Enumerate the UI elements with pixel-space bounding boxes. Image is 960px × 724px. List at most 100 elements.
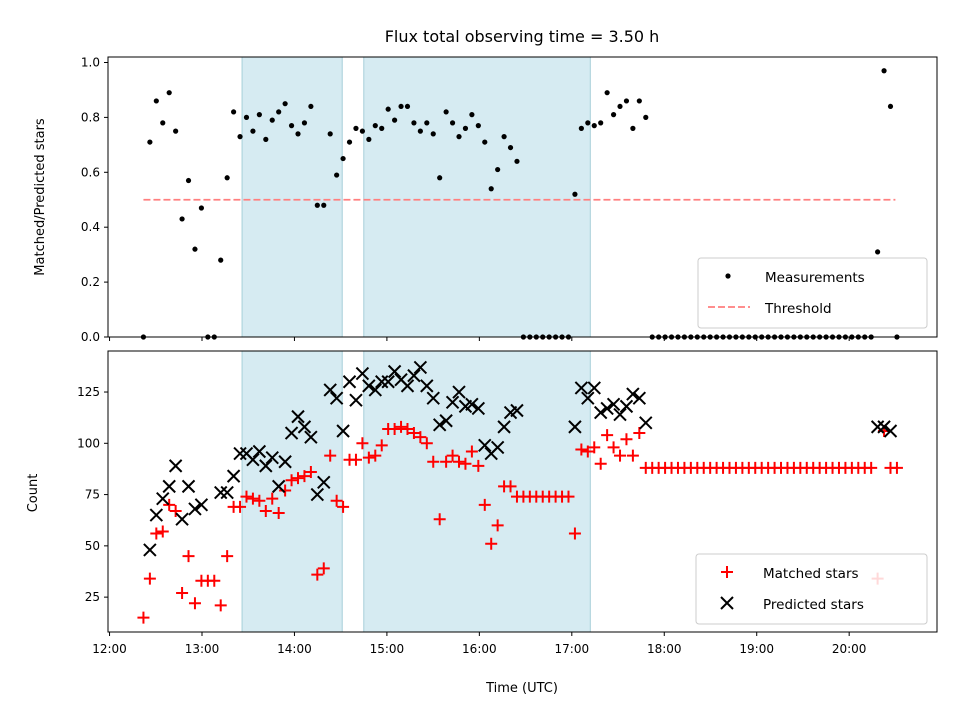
predicted-star-point bbox=[420, 379, 434, 393]
matched-star-point bbox=[150, 527, 163, 540]
matched-star-point bbox=[330, 494, 343, 507]
observing-interval-band bbox=[241, 56, 343, 338]
measurement-point bbox=[514, 158, 520, 164]
matched-star-point bbox=[485, 537, 498, 550]
predicted-star-point bbox=[252, 444, 267, 459]
predicted-star-point bbox=[387, 364, 402, 379]
x-tick-label: 17:00 bbox=[555, 642, 590, 656]
matched-star-point bbox=[472, 459, 485, 472]
legend-predicted-marker bbox=[720, 596, 734, 610]
x-tick-label: 15:00 bbox=[370, 642, 405, 656]
measurement-point bbox=[636, 98, 642, 104]
measurement-point bbox=[327, 131, 333, 137]
measurement-point bbox=[334, 172, 340, 178]
predicted-star-point bbox=[375, 375, 389, 389]
predicted-star-point bbox=[323, 383, 337, 397]
matched-star-point bbox=[581, 445, 594, 458]
predicted-star-point bbox=[490, 440, 505, 455]
measurement-point bbox=[630, 125, 636, 131]
x-tick-label: 20:00 bbox=[832, 642, 867, 656]
measurement-point bbox=[224, 175, 230, 181]
measurement-point bbox=[411, 120, 417, 126]
predicted-star-point bbox=[870, 420, 885, 434]
x-tick-label: 19:00 bbox=[739, 642, 774, 656]
predicted-star-point bbox=[194, 498, 209, 512]
ratio-legend-box bbox=[697, 257, 928, 329]
predicted-star-point bbox=[214, 485, 228, 500]
matched-star-point bbox=[626, 449, 639, 462]
measurement-point bbox=[179, 216, 185, 222]
x-tick-label: 16:00 bbox=[462, 642, 497, 656]
measurement-point bbox=[623, 98, 630, 104]
x-tick-label: 18:00 bbox=[647, 642, 682, 656]
predicted-star-point bbox=[407, 368, 421, 383]
measurement-point bbox=[198, 205, 205, 211]
matched-star-point bbox=[311, 568, 324, 581]
predicted-star-point bbox=[304, 430, 318, 444]
legend-measurements-label: Measurements bbox=[765, 270, 865, 286]
measurement-point bbox=[424, 120, 430, 126]
ratio-y-axis-label: Matched/Predicted stars bbox=[33, 118, 48, 276]
matched-star-point bbox=[356, 437, 369, 450]
predicted-star-point bbox=[883, 424, 898, 438]
ratio-y-tick-label: 0.6 bbox=[81, 165, 100, 179]
ratio-legend: Measurements Threshold bbox=[697, 257, 928, 329]
measurement-point bbox=[218, 257, 224, 263]
matched-star-point bbox=[317, 562, 330, 575]
ratio-y-ticks: 0.0 0.2 0.4 0.6 0.8 1.0 bbox=[81, 55, 108, 344]
matched-star-point bbox=[349, 453, 362, 466]
predicted-star-point bbox=[613, 407, 627, 422]
measurement-point bbox=[392, 117, 398, 123]
measurement-point bbox=[295, 131, 301, 137]
legend-predicted-label: Predicted stars bbox=[763, 597, 864, 613]
predicted-star-point bbox=[175, 512, 189, 526]
measurement-point bbox=[417, 128, 423, 134]
chart-title: Flux total observing time = 3.50 h bbox=[385, 27, 660, 46]
ratio-panel-frame bbox=[107, 56, 938, 338]
matched-star-point bbox=[292, 472, 305, 485]
matched-star-point bbox=[420, 437, 433, 450]
matched-star-point bbox=[266, 492, 279, 505]
matched-star-point bbox=[337, 500, 350, 513]
predicted-star-point bbox=[626, 387, 640, 401]
measurement-point bbox=[308, 103, 314, 110]
matched-star-point bbox=[137, 611, 150, 624]
predicted-star-point bbox=[162, 479, 176, 494]
matched-star-point bbox=[259, 504, 272, 517]
matched-star-point bbox=[433, 513, 446, 526]
matched-star-point bbox=[246, 492, 259, 505]
predicted-star-point bbox=[497, 420, 511, 434]
predicted-star-point bbox=[329, 391, 344, 405]
measurement-point bbox=[482, 139, 488, 145]
count-y-axis-label: Count bbox=[26, 474, 41, 513]
measurement-point bbox=[340, 155, 346, 162]
measurement-point bbox=[475, 123, 481, 129]
matched-star-point bbox=[478, 498, 491, 511]
measurement-point bbox=[507, 144, 514, 151]
predicted-star-point bbox=[452, 385, 466, 399]
measurement-point bbox=[610, 112, 617, 118]
predicted-star-point bbox=[381, 375, 395, 389]
predicted-star-point bbox=[143, 543, 157, 557]
matched-star-point bbox=[208, 574, 221, 587]
ratio-y-tick-label: 0.8 bbox=[81, 110, 100, 124]
predicted-star-point bbox=[291, 409, 305, 424]
measurement-point bbox=[379, 125, 385, 131]
matched-star-point bbox=[395, 420, 408, 433]
predicted-star-point bbox=[439, 414, 453, 428]
predicted-star-point bbox=[639, 416, 653, 430]
predicted-star-point bbox=[349, 393, 363, 407]
matched-star-point bbox=[440, 455, 453, 468]
measurement-point bbox=[359, 128, 366, 134]
matched-star-point bbox=[143, 572, 156, 585]
measurement-point bbox=[366, 136, 372, 142]
count-y-tick-label: 50 bbox=[85, 539, 100, 553]
measurement-point bbox=[404, 103, 411, 110]
measurement-point bbox=[585, 120, 591, 126]
matched-star-point bbox=[369, 449, 382, 462]
measurement-point bbox=[353, 125, 359, 131]
predicted-star-point bbox=[445, 395, 460, 409]
matched-star-point bbox=[324, 449, 337, 462]
matched-star-point bbox=[169, 504, 182, 517]
predicted-star-point bbox=[278, 455, 292, 469]
